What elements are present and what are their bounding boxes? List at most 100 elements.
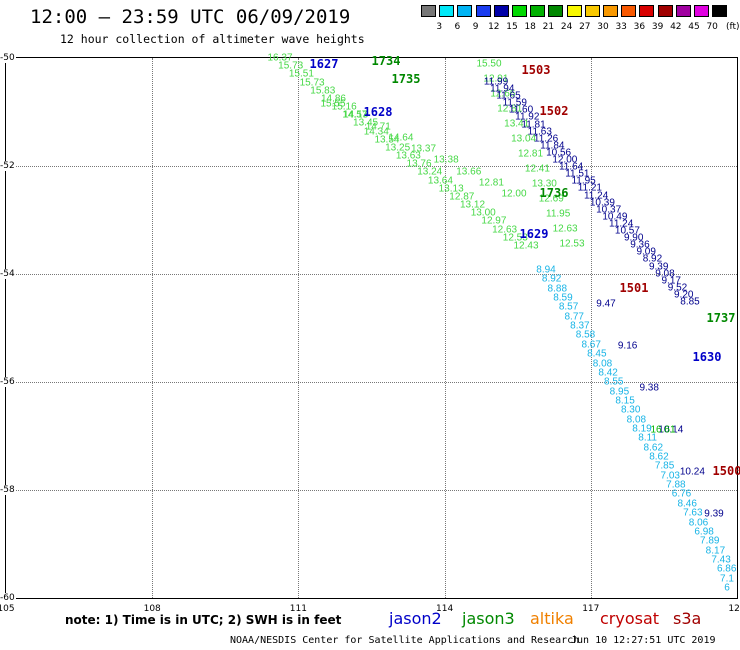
map-plot-area: 105 108 111 114 117 120 -50 -52 -54 -56 -58 -60 16.3… <box>0 53 740 614</box>
wave-height-value: 8.08 <box>626 414 647 426</box>
longitude-gridline <box>590 58 592 598</box>
latitude-gridline <box>6 490 737 491</box>
color-scale-label: 9 <box>472 22 479 32</box>
color-swatch <box>657 5 673 17</box>
wave-height-value: 15.73 <box>278 60 304 72</box>
color-swatch <box>439 5 455 17</box>
color-scale-label: 6 <box>454 22 461 32</box>
pass-time-label: 1629 <box>519 227 549 241</box>
color-swatch <box>457 5 473 17</box>
wave-height-value: 9.39 <box>648 261 669 273</box>
wave-height-value: 9.20 <box>674 289 694 301</box>
wave-height-value: 11.99 <box>483 76 509 88</box>
legend-entry-cryosat: cryosat <box>600 609 660 628</box>
wave-height-value: 11.94 <box>490 83 515 95</box>
wave-height-value: 9.47 <box>596 298 616 310</box>
longitude-gridline <box>444 58 446 598</box>
wave-height-value: 9.38 <box>639 382 659 394</box>
wave-height-value: 13.25 <box>385 142 411 154</box>
wave-height-value: 12.81 <box>517 148 544 160</box>
color-swatch <box>603 5 618 17</box>
wave-height-value: 8.11 <box>638 432 658 444</box>
color-scale-label: 39 <box>651 22 664 32</box>
color-swatch <box>621 5 637 17</box>
wave-height-value: 9.08 <box>655 268 675 280</box>
color-scale-label: 33 <box>615 22 627 32</box>
wave-height-value: 12.00 <box>501 188 527 200</box>
wave-height-value: 8.17 <box>705 545 726 557</box>
color-swatch <box>512 5 527 17</box>
wave-height-value: 11.60 <box>508 104 534 116</box>
wave-height-value: 11.95 <box>571 175 596 187</box>
latitude-gridline <box>6 166 737 167</box>
wave-height-value: 8.88 <box>547 283 568 295</box>
wave-height-value: 11.81 <box>521 119 546 131</box>
wave-height-value: 7.63 <box>683 507 703 519</box>
wave-height-value: 13.04 <box>511 133 537 145</box>
pass-time-label: 1627 <box>309 57 339 71</box>
wave-height-value: 8.62 <box>643 442 664 454</box>
color-swatch <box>639 5 655 17</box>
pass-time-label: 1630 <box>692 350 722 364</box>
wave-height-value: 10.37 <box>596 204 622 216</box>
wave-height-value: 11.84 <box>540 140 565 152</box>
color-scale-label: 45 <box>688 22 700 32</box>
latitude-label: -54 <box>0 269 16 279</box>
color-swatch <box>675 5 691 17</box>
wave-height-value: 13.64 <box>427 175 453 187</box>
wave-height-value: 12.63 <box>492 224 518 236</box>
pass-time-label: 1735 <box>391 72 421 86</box>
wave-height-value: 14.71 <box>365 121 391 132</box>
wave-height-value: 13.76 <box>406 158 432 170</box>
color-scale-label: 12 <box>488 22 500 32</box>
wave-height-value: 9.90 <box>623 232 644 244</box>
wave-height-value: 9.39 <box>704 508 724 520</box>
wave-height-value: 10.57 <box>614 225 640 237</box>
wave-height-value: 9.36 <box>630 239 650 251</box>
pass-time-label: 1734 <box>371 54 401 68</box>
wave-height-value: 13.12 <box>460 199 486 211</box>
pass-time-label: 1628 <box>363 105 393 119</box>
legend-entry-jason3: jason3 <box>462 609 515 628</box>
wave-height-value: 6.98 <box>694 526 714 538</box>
wave-height-value: 16.37 <box>267 52 293 64</box>
wave-height-value: 8.94 <box>536 264 556 276</box>
wave-height-value: 12.81 <box>497 103 523 115</box>
wave-height-value: 13.24 <box>417 166 443 178</box>
color-swatch <box>475 5 491 17</box>
wave-height-value: 8.59 <box>553 292 573 304</box>
legend-entry-s3a: s3a <box>673 609 702 628</box>
wave-height-value: 11.64 <box>558 161 584 173</box>
wave-height-value: 8.46 <box>677 498 697 510</box>
wave-height-value: 15.73 <box>299 77 325 89</box>
wave-height-value: 12.53 <box>502 232 528 244</box>
wave-height-value: 14.13 <box>343 109 369 121</box>
wave-height-value: 15.83 <box>310 85 336 97</box>
wave-height-value: 7.1 <box>720 573 734 585</box>
wave-height-value: 10.56 <box>546 147 572 159</box>
wave-height-value: 15.50 <box>476 58 502 70</box>
wave-height-value: 11.63 <box>527 126 552 138</box>
wave-height-value: 12.43 <box>513 240 539 252</box>
wave-height-value: 14.86 <box>320 93 346 105</box>
longitude-label: 120 <box>728 604 740 614</box>
wave-height-value: 7.03 <box>660 470 680 482</box>
longitude-label: 108 <box>143 604 161 614</box>
wave-height-value: 13.54 <box>374 134 400 146</box>
wave-height-value: 13.37 <box>410 143 437 155</box>
wave-height-value: 8.19 <box>632 423 652 435</box>
wave-height-value: 12.66 <box>490 88 516 100</box>
wave-height-value: 8.92 <box>541 273 562 285</box>
wave-height-value: 11.21 <box>577 182 603 194</box>
color-swatch <box>493 5 509 17</box>
wave-height-value: 13.30 <box>531 178 557 190</box>
wave-height-value: 9.16 <box>617 340 638 352</box>
wave-height-value: 13.38 <box>433 154 459 166</box>
wave-height-value: 9.09 <box>636 246 656 258</box>
longitude-label: 111 <box>289 604 307 614</box>
wave-height-value: 14.57 <box>342 109 368 121</box>
color-scale-label: 30 <box>597 22 609 32</box>
pass-time-label: 1736 <box>539 186 569 200</box>
wave-height-value: 9.52 <box>667 282 688 294</box>
map-subtitle: 12 hour collection of altimeter wave hei… <box>60 32 365 46</box>
